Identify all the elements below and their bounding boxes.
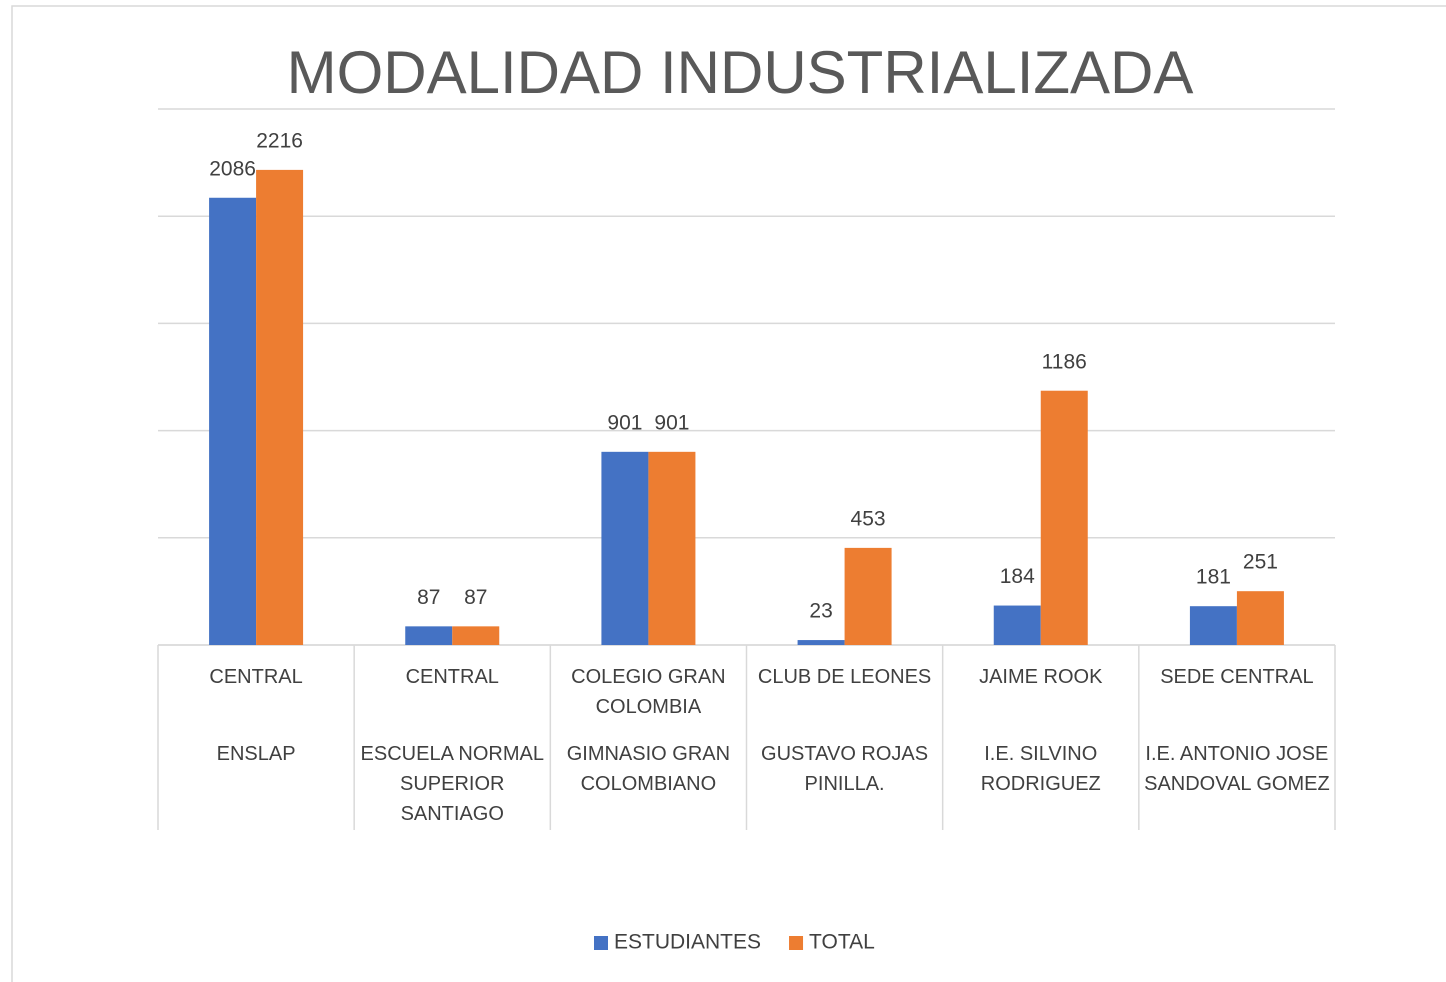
bar [209,197,257,645]
x-group-label: GUSTAVO ROJAS PINILLA. [761,743,929,795]
bar [844,547,892,645]
bar [405,626,453,645]
x-group-label: ESCUELA NORMAL SUPERIOR SANTIAGO [360,743,544,825]
bar [1189,606,1237,645]
legend-swatch [789,936,804,950]
x-tick-label: COLEGIO GRAN COLOMBIA [571,666,726,718]
data-label: 1186 [1042,350,1087,373]
data-label: 87 [464,586,487,609]
bar [1040,390,1088,645]
bar [1236,591,1284,645]
chart-title: MODALIDAD INDUSTRIALIZADA [287,39,1194,106]
data-label: 184 [1000,565,1035,588]
data-label: 181 [1196,566,1231,589]
x-group-label: ENSLAP [216,743,296,765]
bar [797,640,845,645]
bar [256,169,304,646]
data-label: 23 [809,600,832,623]
legend-label: TOTAL [809,931,875,954]
data-label: 453 [851,507,886,530]
bar [648,451,696,645]
x-group-label: I.E. ANTONIO JOSE SANDOVAL GOMEZ [1144,743,1330,795]
x-tick-label: JAIME ROOK [979,666,1103,688]
bar [993,605,1041,645]
x-tick-label: CENTRAL [405,666,499,688]
x-tick-label: CLUB DE LEONES [757,666,932,688]
data-label: 87 [417,586,440,609]
x-tick-label: SEDE CENTRAL [1160,666,1314,688]
data-label: 251 [1243,551,1278,574]
bar [601,451,649,645]
x-group-label: I.E. SILVINO RODRIGUEZ [980,743,1101,795]
x-tick-label: CENTRAL [209,666,303,688]
legend-swatch [594,936,608,950]
x-group-label: GIMNASIO GRAN COLOMBIANO [566,743,731,795]
bar [452,626,500,645]
data-label: 901 [607,411,642,434]
data-label: 2086 [209,157,256,180]
chart-frame [11,5,1446,982]
legend-label: ESTUDIANTES [614,931,761,954]
data-label: 2216 [256,129,303,152]
data-label: 901 [654,411,689,434]
